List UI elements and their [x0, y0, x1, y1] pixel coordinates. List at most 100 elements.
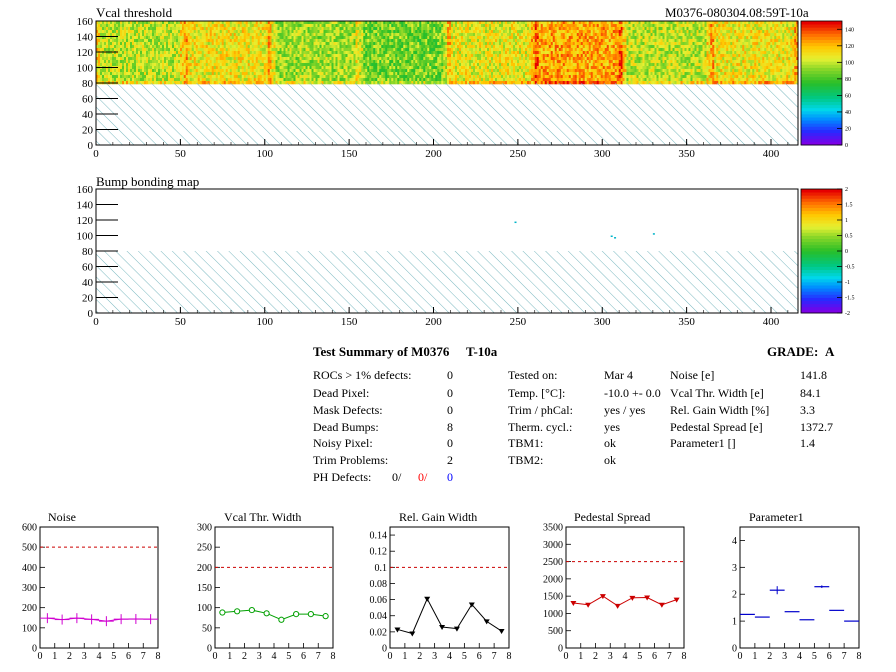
- map-cell: [112, 57, 115, 61]
- map-cell: [507, 66, 510, 70]
- map-cell: [183, 27, 187, 31]
- map-cell: [285, 69, 288, 73]
- map-cell: [271, 42, 274, 46]
- map-cell: [439, 30, 442, 34]
- map-cell: [172, 63, 175, 67]
- map-cell: [367, 57, 370, 61]
- map-cell: [501, 75, 504, 79]
- map-cell: [321, 81, 324, 85]
- map-cell: [104, 69, 107, 73]
- map-cell: [529, 42, 532, 46]
- map-cell: [201, 81, 205, 85]
- map-cell: [558, 54, 562, 58]
- map-cell: [463, 30, 466, 34]
- map-cell: [303, 72, 306, 76]
- map-cell: [299, 78, 302, 82]
- map-cell: [168, 36, 171, 40]
- map-cell: [467, 63, 470, 67]
- map-cell: [562, 81, 566, 85]
- map-cell: [433, 63, 436, 67]
- map-cell: [219, 48, 223, 52]
- map-cell: [465, 69, 468, 73]
- map-cell: [293, 69, 296, 73]
- map-cell: [327, 51, 330, 55]
- map-cell: [379, 30, 382, 34]
- map-cell: [417, 78, 420, 82]
- map-cell: [152, 81, 155, 85]
- map-cell: [463, 69, 466, 73]
- map-cell: [144, 81, 147, 85]
- map-cell: [353, 63, 356, 67]
- map-cell: [517, 27, 520, 31]
- map-cell: [152, 42, 155, 46]
- map-cell: [497, 48, 500, 52]
- map-cell: [511, 66, 514, 70]
- map-cell: [475, 33, 478, 37]
- map-cell: [529, 45, 532, 49]
- map-cell: [114, 54, 117, 58]
- map-cell: [225, 36, 229, 40]
- map-cell: [475, 72, 478, 76]
- map-cell: [261, 57, 265, 61]
- map-cell: [106, 57, 109, 61]
- map-cell: [148, 30, 151, 34]
- map-cell: [156, 27, 159, 31]
- map-cell: [393, 51, 396, 55]
- map-cell: [479, 45, 482, 49]
- map-cell: [166, 51, 169, 55]
- map-cell: [515, 33, 518, 37]
- map-cell: [491, 42, 494, 46]
- map-cell: [521, 21, 524, 25]
- map-cell: [349, 42, 352, 46]
- map-cell: [239, 33, 243, 37]
- map-cell: [409, 48, 412, 52]
- map-cell: [411, 75, 414, 79]
- map-cell: [259, 21, 263, 25]
- map-cell: [534, 57, 538, 61]
- map-cell: [441, 72, 444, 76]
- map-cell: [367, 48, 370, 52]
- map-cell: [546, 57, 550, 61]
- map-cell: [371, 69, 374, 73]
- map-cell: [445, 21, 448, 25]
- map-cell: [172, 78, 175, 82]
- map-cell: [381, 60, 384, 64]
- map-cell: [560, 63, 564, 67]
- map-cell: [455, 66, 458, 70]
- map-cell: [485, 21, 488, 25]
- map-cell: [195, 63, 199, 67]
- map-cell: [363, 51, 366, 55]
- map-cell: [221, 72, 225, 76]
- map-cell: [427, 45, 430, 49]
- map-cell: [166, 78, 169, 82]
- map-cell: [455, 63, 458, 67]
- map-cell: [263, 42, 267, 46]
- map-cell: [363, 63, 366, 67]
- map-cell: [519, 66, 522, 70]
- map-cell: [489, 51, 492, 55]
- map-cell: [519, 72, 522, 76]
- map-cell: [405, 63, 408, 67]
- map-cell: [321, 48, 324, 52]
- map-cell: [287, 33, 290, 37]
- map-cell: [556, 27, 560, 31]
- map-cell: [301, 54, 304, 58]
- map-cell: [289, 21, 292, 25]
- map-cell: [277, 81, 280, 85]
- map-cell: [146, 54, 149, 58]
- map-cell: [102, 75, 105, 79]
- map-cell: [180, 63, 183, 67]
- map-cell: [197, 42, 201, 46]
- map-cell: [335, 75, 338, 79]
- map-cell: [507, 48, 510, 52]
- map-cell: [305, 30, 308, 34]
- map-cell: [209, 66, 213, 70]
- map-cell: [327, 33, 330, 37]
- map-cell: [285, 57, 288, 61]
- map-cell: [309, 30, 312, 34]
- map-cell: [98, 63, 101, 67]
- map-cell: [223, 39, 227, 43]
- map-cell: [223, 78, 227, 82]
- map-cell: [215, 57, 219, 61]
- map-cell: [247, 69, 251, 73]
